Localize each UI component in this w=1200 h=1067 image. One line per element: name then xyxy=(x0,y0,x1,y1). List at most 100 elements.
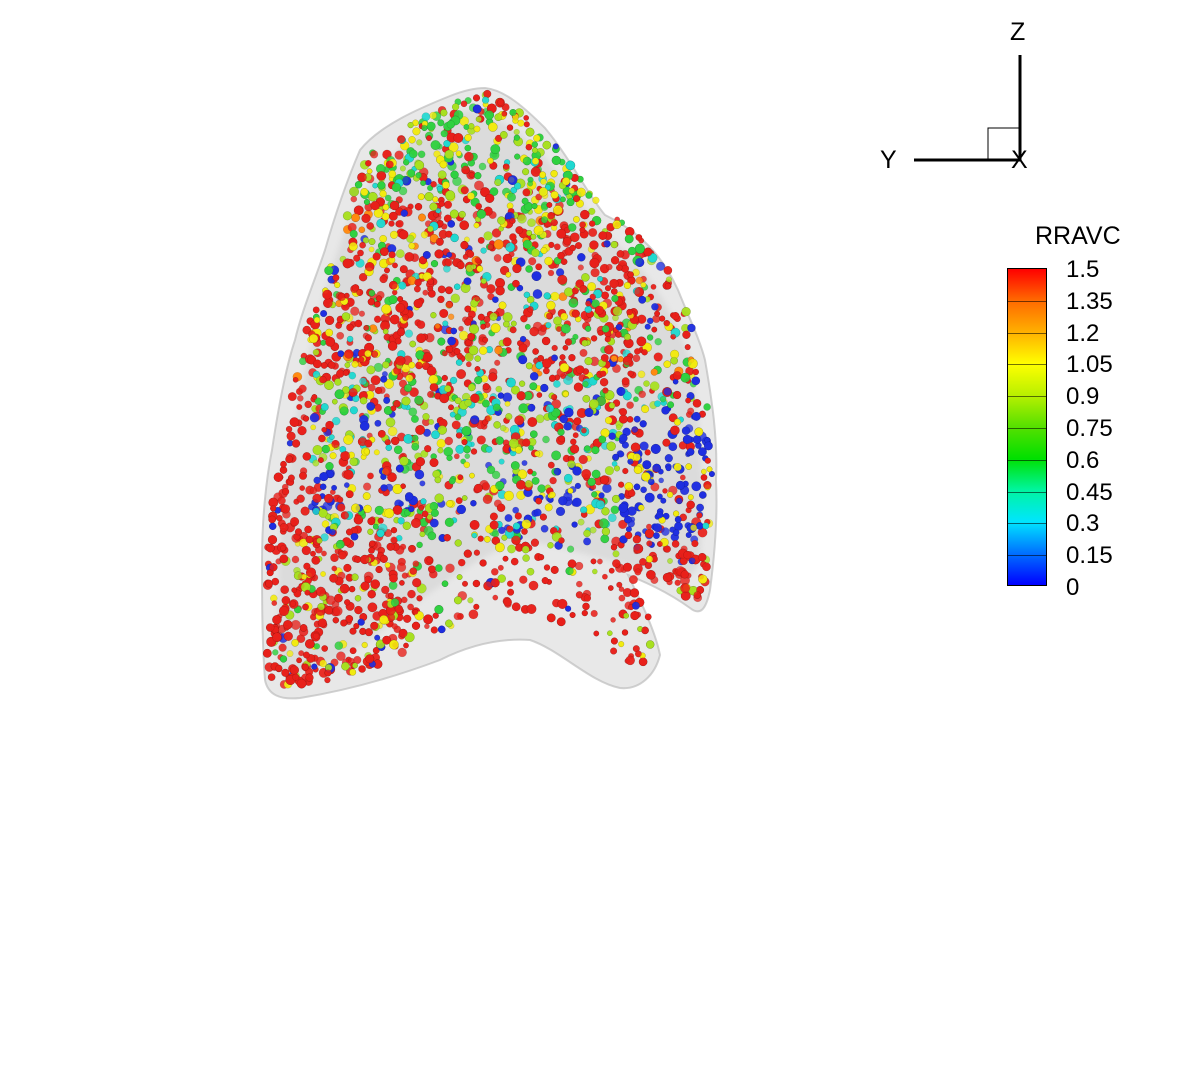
particle-sphere xyxy=(354,319,363,328)
particle-sphere xyxy=(285,425,293,433)
particle-sphere xyxy=(551,155,561,166)
particle-sphere xyxy=(372,523,379,530)
particle-sphere xyxy=(453,453,460,460)
particle-sphere xyxy=(522,188,531,197)
particle-sphere xyxy=(296,394,304,402)
particle-sphere xyxy=(581,273,590,282)
particle-sphere xyxy=(650,443,661,454)
particle-sphere xyxy=(376,170,387,181)
particle-sphere xyxy=(492,594,499,601)
particle-sphere xyxy=(626,401,634,410)
particle-sphere xyxy=(360,554,370,565)
particle-sphere xyxy=(382,361,390,369)
particle-sphere xyxy=(627,370,634,377)
particle-sphere xyxy=(521,459,528,467)
particle-sphere xyxy=(324,676,331,684)
particle-sphere xyxy=(491,228,502,238)
particle-sphere xyxy=(331,484,338,491)
particle-sphere xyxy=(358,226,366,234)
particle-sphere xyxy=(663,387,672,396)
particle-sphere xyxy=(392,262,398,269)
particle-sphere xyxy=(639,420,647,428)
particle-sphere xyxy=(444,436,454,446)
particle-sphere xyxy=(511,602,521,612)
particle-sphere xyxy=(659,315,666,322)
particle-sphere xyxy=(357,249,364,257)
particle-sphere xyxy=(529,430,538,439)
particle-sphere xyxy=(370,375,381,386)
particle-sphere xyxy=(279,466,288,474)
particle-sphere xyxy=(502,555,509,562)
particle-sphere xyxy=(658,477,665,484)
particle-sphere xyxy=(639,441,649,451)
particle-sphere xyxy=(397,517,405,525)
particle-sphere xyxy=(674,521,683,531)
particle-sphere xyxy=(541,577,549,585)
particle-sphere xyxy=(558,496,568,506)
particle-sphere xyxy=(522,168,530,176)
particle-sphere xyxy=(413,285,421,293)
particle-sphere xyxy=(310,550,316,557)
particle-sphere xyxy=(396,562,407,573)
particle-sphere xyxy=(439,308,449,318)
particle-sphere xyxy=(550,565,559,574)
particle-sphere xyxy=(324,606,333,615)
particle-sphere xyxy=(608,402,616,409)
particle-sphere xyxy=(385,417,396,428)
particle-sphere xyxy=(414,469,425,480)
particle-sphere xyxy=(633,348,641,355)
particle-sphere xyxy=(416,320,426,330)
particle-sphere xyxy=(349,229,358,238)
particle-sphere xyxy=(268,515,277,524)
particle-sphere xyxy=(618,519,628,530)
particle-sphere xyxy=(604,416,613,425)
particle-sphere xyxy=(357,172,367,183)
particle-sphere xyxy=(483,231,493,241)
particle-sphere xyxy=(419,480,426,487)
particle-sphere xyxy=(505,242,516,253)
particle-sphere xyxy=(280,545,286,552)
particle-sphere xyxy=(686,448,695,456)
particle-sphere xyxy=(279,523,289,532)
particle-sphere xyxy=(527,468,534,475)
particle-sphere xyxy=(345,490,354,499)
particle-sphere xyxy=(449,209,459,219)
particle-sphere xyxy=(604,336,611,343)
particle-sphere xyxy=(336,651,346,662)
particle-sphere xyxy=(580,506,588,514)
particle-sphere xyxy=(446,251,453,258)
particle-sphere xyxy=(343,434,354,445)
particle-sphere xyxy=(436,438,446,449)
particle-sphere xyxy=(430,508,439,518)
particle-sphere xyxy=(506,525,514,533)
particle-sphere xyxy=(475,116,482,123)
particle-sphere xyxy=(702,562,711,572)
particle-sphere xyxy=(429,518,439,528)
particle-sphere xyxy=(531,476,540,485)
particle-sphere xyxy=(334,281,341,289)
particle-sphere xyxy=(595,500,606,510)
particle-sphere xyxy=(450,170,459,179)
particle-sphere xyxy=(531,271,542,282)
particle-sphere xyxy=(621,629,629,636)
particle-sphere xyxy=(461,580,469,587)
particle-sphere xyxy=(277,496,286,505)
particle-sphere xyxy=(453,596,463,605)
particle-sphere xyxy=(514,512,522,520)
particle-sphere xyxy=(463,236,470,243)
particle-sphere xyxy=(665,465,672,472)
particle-sphere xyxy=(675,497,683,505)
particle-sphere xyxy=(522,438,531,447)
particle-sphere xyxy=(362,236,370,244)
particle-sphere xyxy=(408,242,416,250)
particle-sphere xyxy=(581,609,588,617)
particle-sphere xyxy=(510,320,517,327)
particle-sphere xyxy=(384,194,392,202)
particle-sphere xyxy=(373,449,380,456)
particle-sphere xyxy=(513,128,520,136)
particle-sphere xyxy=(472,104,482,114)
particle-sphere xyxy=(403,434,414,444)
particle-sphere xyxy=(642,460,652,470)
particle-sphere xyxy=(638,295,647,304)
particle-sphere xyxy=(430,140,441,151)
